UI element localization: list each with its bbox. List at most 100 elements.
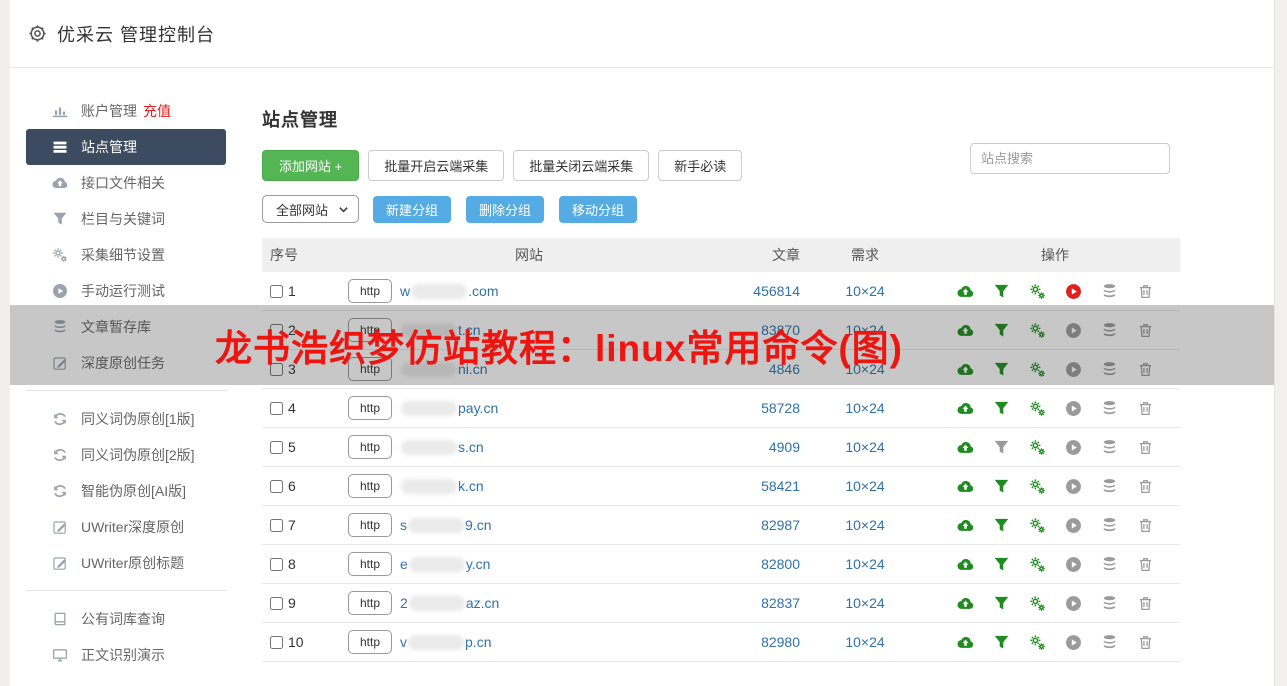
http-button[interactable]: http [348, 552, 393, 576]
cloud-upload-icon[interactable] [957, 634, 974, 651]
cloud-upload-icon[interactable] [957, 556, 974, 573]
database-icon[interactable] [1101, 634, 1118, 651]
gears-icon[interactable] [1029, 283, 1046, 300]
sidebar-item-site-management[interactable]: 站点管理 [26, 129, 226, 165]
trash-icon[interactable] [1137, 478, 1154, 495]
delete-group-button[interactable]: 删除分组 [466, 195, 545, 223]
gears-icon[interactable] [1029, 322, 1046, 339]
trash-icon[interactable] [1137, 595, 1154, 612]
play-icon[interactable] [1065, 439, 1082, 456]
database-icon[interactable] [1101, 361, 1118, 378]
new-group-button[interactable]: 新建分组 [373, 195, 452, 223]
gears-icon[interactable] [1029, 478, 1046, 495]
row-checkbox[interactable] [270, 557, 283, 571]
http-button[interactable]: http [348, 591, 393, 615]
cloud-upload-icon[interactable] [957, 361, 974, 378]
trash-icon[interactable] [1137, 517, 1154, 534]
http-button[interactable]: http [348, 396, 393, 420]
trash-icon[interactable] [1137, 439, 1154, 456]
sidebar-item-collection-settings[interactable]: 采集细节设置 [26, 237, 226, 273]
newbie-guide-button[interactable]: 新手必读 [658, 150, 743, 181]
http-button[interactable]: http [348, 357, 393, 381]
sidebar-item-columns-keywords[interactable]: 栏目与关键词 [26, 201, 226, 237]
database-icon[interactable] [1101, 283, 1118, 300]
database-icon[interactable] [1101, 595, 1118, 612]
gears-icon[interactable] [1029, 595, 1046, 612]
site-domain[interactable]: t.cn [400, 322, 481, 339]
gears-icon[interactable] [1029, 634, 1046, 651]
http-button[interactable]: http [348, 279, 393, 303]
cloud-upload-icon[interactable] [957, 283, 974, 300]
database-icon[interactable] [1101, 517, 1118, 534]
gears-icon[interactable] [1029, 400, 1046, 417]
site-domain[interactable]: k.cn [400, 478, 484, 495]
play-icon[interactable] [1065, 517, 1082, 534]
row-checkbox[interactable] [270, 596, 283, 610]
filter-icon[interactable] [993, 361, 1010, 378]
group-filter-select[interactable]: 全部网站 [262, 195, 360, 223]
sidebar-item-public-lexicon[interactable]: 公有词库查询 [26, 601, 226, 637]
filter-icon[interactable] [993, 556, 1010, 573]
cloud-upload-icon[interactable] [957, 439, 974, 456]
sidebar-item-ai-pseudo-original[interactable]: 智能伪原创[AI版] [26, 473, 226, 509]
row-checkbox[interactable] [270, 518, 283, 532]
filter-icon[interactable] [993, 595, 1010, 612]
site-domain[interactable]: pay.cn [400, 400, 498, 417]
trash-icon[interactable] [1137, 556, 1154, 573]
play-icon[interactable] [1065, 478, 1082, 495]
sidebar-item-article-buffer[interactable]: 文章暂存库 [26, 309, 226, 345]
filter-icon[interactable] [993, 478, 1010, 495]
row-checkbox[interactable] [270, 440, 283, 454]
http-button[interactable]: http [348, 435, 393, 459]
database-icon[interactable] [1101, 400, 1118, 417]
filter-icon[interactable] [993, 322, 1010, 339]
sidebar-item-manual-run-test[interactable]: 手动运行测试 [26, 273, 226, 309]
site-domain[interactable]: e y.cn [400, 555, 491, 573]
gears-icon[interactable] [1029, 439, 1046, 456]
row-checkbox[interactable] [270, 323, 283, 337]
play-icon[interactable] [1065, 556, 1082, 573]
sidebar-item-uwriter-title[interactable]: UWriter原创标题 [26, 545, 226, 581]
sidebar-item-interface-files[interactable]: 接口文件相关 [26, 165, 226, 201]
site-domain[interactable]: 2 az.cn [400, 594, 500, 612]
scrollbar[interactable] [1274, 0, 1287, 686]
filter-icon[interactable] [993, 400, 1010, 417]
http-button[interactable]: http [348, 318, 393, 342]
play-icon[interactable] [1065, 400, 1082, 417]
play-icon[interactable] [1065, 595, 1082, 612]
site-domain[interactable]: s 9.cn [400, 516, 492, 534]
play-icon[interactable] [1065, 283, 1082, 300]
row-checkbox[interactable] [270, 479, 283, 493]
sidebar-item-deep-original-task[interactable]: 深度原创任务 [26, 345, 226, 381]
move-group-button[interactable]: 移动分组 [559, 195, 638, 223]
cloud-upload-icon[interactable] [957, 322, 974, 339]
gears-icon[interactable] [1029, 361, 1046, 378]
cloud-upload-icon[interactable] [957, 400, 974, 417]
filter-icon[interactable] [993, 283, 1010, 300]
site-domain[interactable]: s.cn [400, 439, 484, 456]
batch-close-collect-button[interactable]: 批量关闭云端采集 [513, 150, 650, 181]
sidebar-item-synonym-v2[interactable]: 同义词伪原创[2版] [26, 437, 226, 473]
database-icon[interactable] [1101, 478, 1118, 495]
sidebar-item-uwriter-deep[interactable]: UWriter深度原创 [26, 509, 226, 545]
trash-icon[interactable] [1137, 400, 1154, 417]
site-domain[interactable]: w .com [400, 282, 499, 300]
database-icon[interactable] [1101, 556, 1118, 573]
add-site-button[interactable]: 添加网站 + [262, 150, 360, 181]
batch-open-collect-button[interactable]: 批量开启云端采集 [368, 150, 505, 181]
cloud-upload-icon[interactable] [957, 595, 974, 612]
filter-icon[interactable] [993, 634, 1010, 651]
sidebar-item-account[interactable]: 账户管理 充值 [26, 93, 226, 129]
trash-icon[interactable] [1137, 361, 1154, 378]
http-button[interactable]: http [348, 630, 393, 654]
cloud-upload-icon[interactable] [957, 478, 974, 495]
site-domain[interactable]: ni.cn [400, 361, 488, 378]
trash-icon[interactable] [1137, 283, 1154, 300]
http-button[interactable]: http [348, 513, 393, 537]
play-icon[interactable] [1065, 361, 1082, 378]
filter-icon[interactable] [993, 517, 1010, 534]
play-icon[interactable] [1065, 322, 1082, 339]
trash-icon[interactable] [1137, 634, 1154, 651]
sidebar-item-body-recognition-demo[interactable]: 正文识别演示 [26, 637, 226, 673]
sidebar-item-synonym-v1[interactable]: 同义词伪原创[1版] [26, 401, 226, 437]
